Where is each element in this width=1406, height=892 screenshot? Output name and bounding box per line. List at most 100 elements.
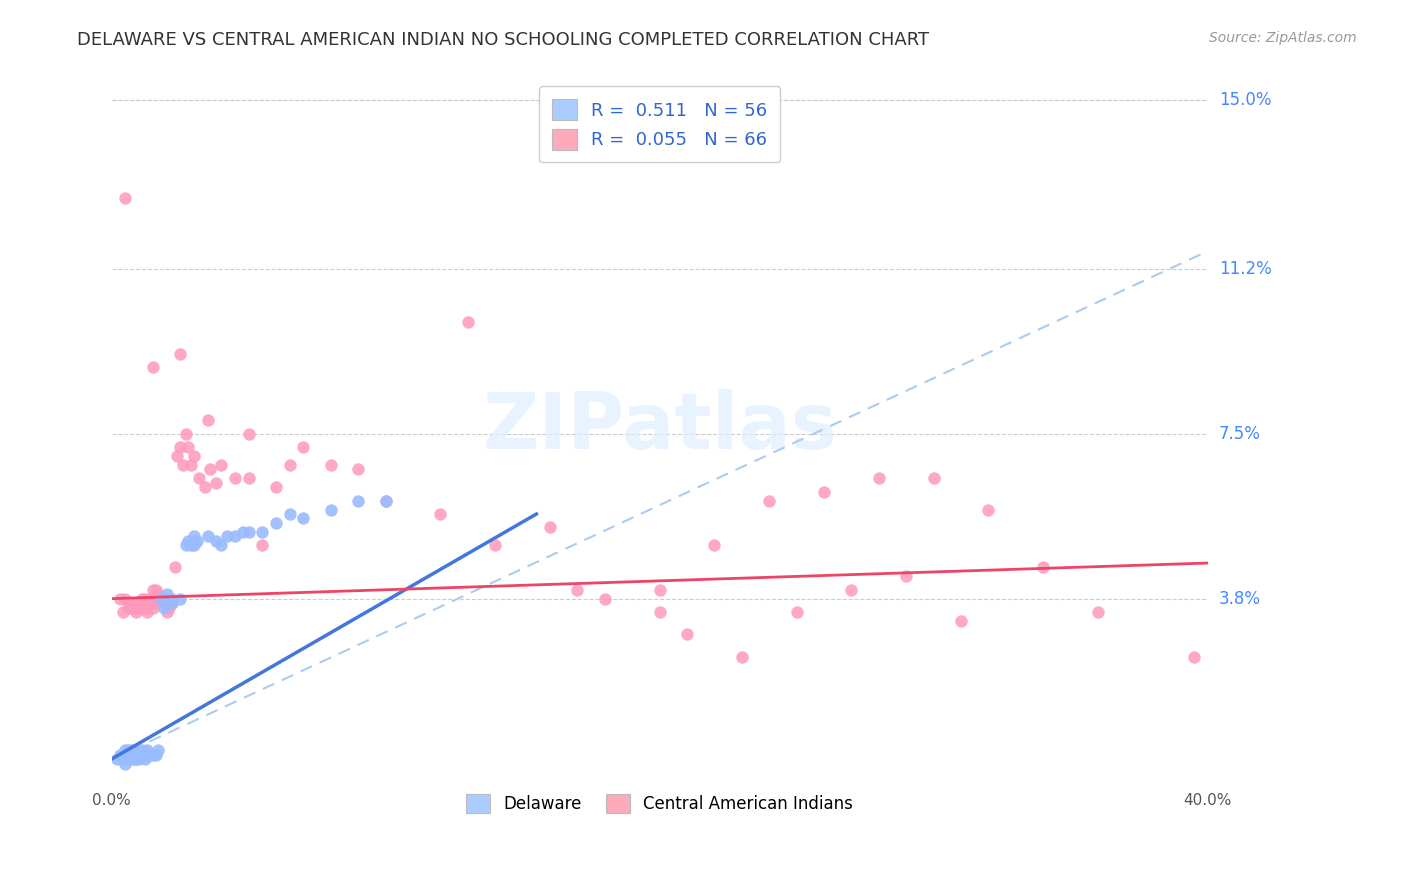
Point [593,591,616,606]
Point [183,538,205,552]
Point [157,600,180,615]
Point [186,533,208,548]
Point [125,752,148,766]
Point [120,596,142,610]
Point [194,480,217,494]
Point [134,747,156,762]
Point [122,600,145,615]
Point [252,524,274,539]
Point [841,582,863,597]
Point [108,747,131,762]
Point [131,591,153,606]
Text: ZIPatlas: ZIPatlas [482,389,837,465]
Point [145,596,167,610]
Point [169,346,191,360]
Point [347,462,370,476]
Point [128,600,150,615]
Point [114,743,136,757]
Point [238,471,260,485]
Point [896,569,918,583]
Point [120,752,142,766]
Point [120,747,142,762]
Point [150,591,173,606]
Point [136,596,159,610]
Point [1087,605,1109,619]
Point [177,533,200,548]
Point [484,538,506,552]
Point [131,596,153,610]
Point [114,756,136,771]
Point [264,516,287,530]
Point [122,747,145,762]
Legend: Delaware, Central American Indians: Delaware, Central American Indians [454,782,865,824]
Point [429,507,451,521]
Point [108,591,131,606]
Point [319,458,342,472]
Point [731,649,754,664]
Point [139,596,162,610]
Point [813,484,835,499]
Point [215,529,238,543]
Point [457,316,479,330]
Point [128,747,150,762]
Point [868,471,890,485]
Point [252,538,274,552]
Point [188,471,211,485]
Point [136,747,159,762]
Point [136,743,159,757]
Point [758,493,780,508]
Point [238,524,260,539]
Point [209,458,232,472]
Point [148,743,170,757]
Point [120,600,142,615]
Point [204,533,226,548]
Point [292,440,315,454]
Point [174,426,197,441]
Point [1182,649,1205,664]
Point [703,538,725,552]
Point [111,752,134,766]
Point [374,493,396,508]
Point [114,747,136,762]
Point [117,752,139,766]
Text: Source: ZipAtlas.com: Source: ZipAtlas.com [1209,31,1357,45]
Point [131,747,153,762]
Point [131,743,153,757]
Point [950,614,973,628]
Point [142,747,165,762]
Point [977,502,1000,516]
Point [174,538,197,552]
Point [200,462,222,476]
Point [145,582,167,597]
Point [169,440,191,454]
Point [224,471,246,485]
Point [139,591,162,606]
Point [117,743,139,757]
Point [1032,560,1054,574]
Point [922,471,945,485]
Point [117,600,139,615]
Point [128,752,150,766]
Point [142,582,165,597]
Text: DELAWARE VS CENTRAL AMERICAN INDIAN NO SCHOOLING COMPLETED CORRELATION CHART: DELAWARE VS CENTRAL AMERICAN INDIAN NO S… [77,31,929,49]
Point [169,591,191,606]
Point [150,591,173,606]
Point [114,191,136,205]
Point [197,413,219,427]
Point [105,752,128,766]
Point [122,743,145,757]
Point [145,747,167,762]
Point [117,747,139,762]
Text: 3.8%: 3.8% [1219,590,1261,607]
Point [319,502,342,516]
Point [177,440,200,454]
Point [347,493,370,508]
Point [134,752,156,766]
Point [172,458,194,472]
Point [209,538,232,552]
Point [125,600,148,615]
Point [120,743,142,757]
Point [134,600,156,615]
Point [155,587,177,601]
Point [374,493,396,508]
